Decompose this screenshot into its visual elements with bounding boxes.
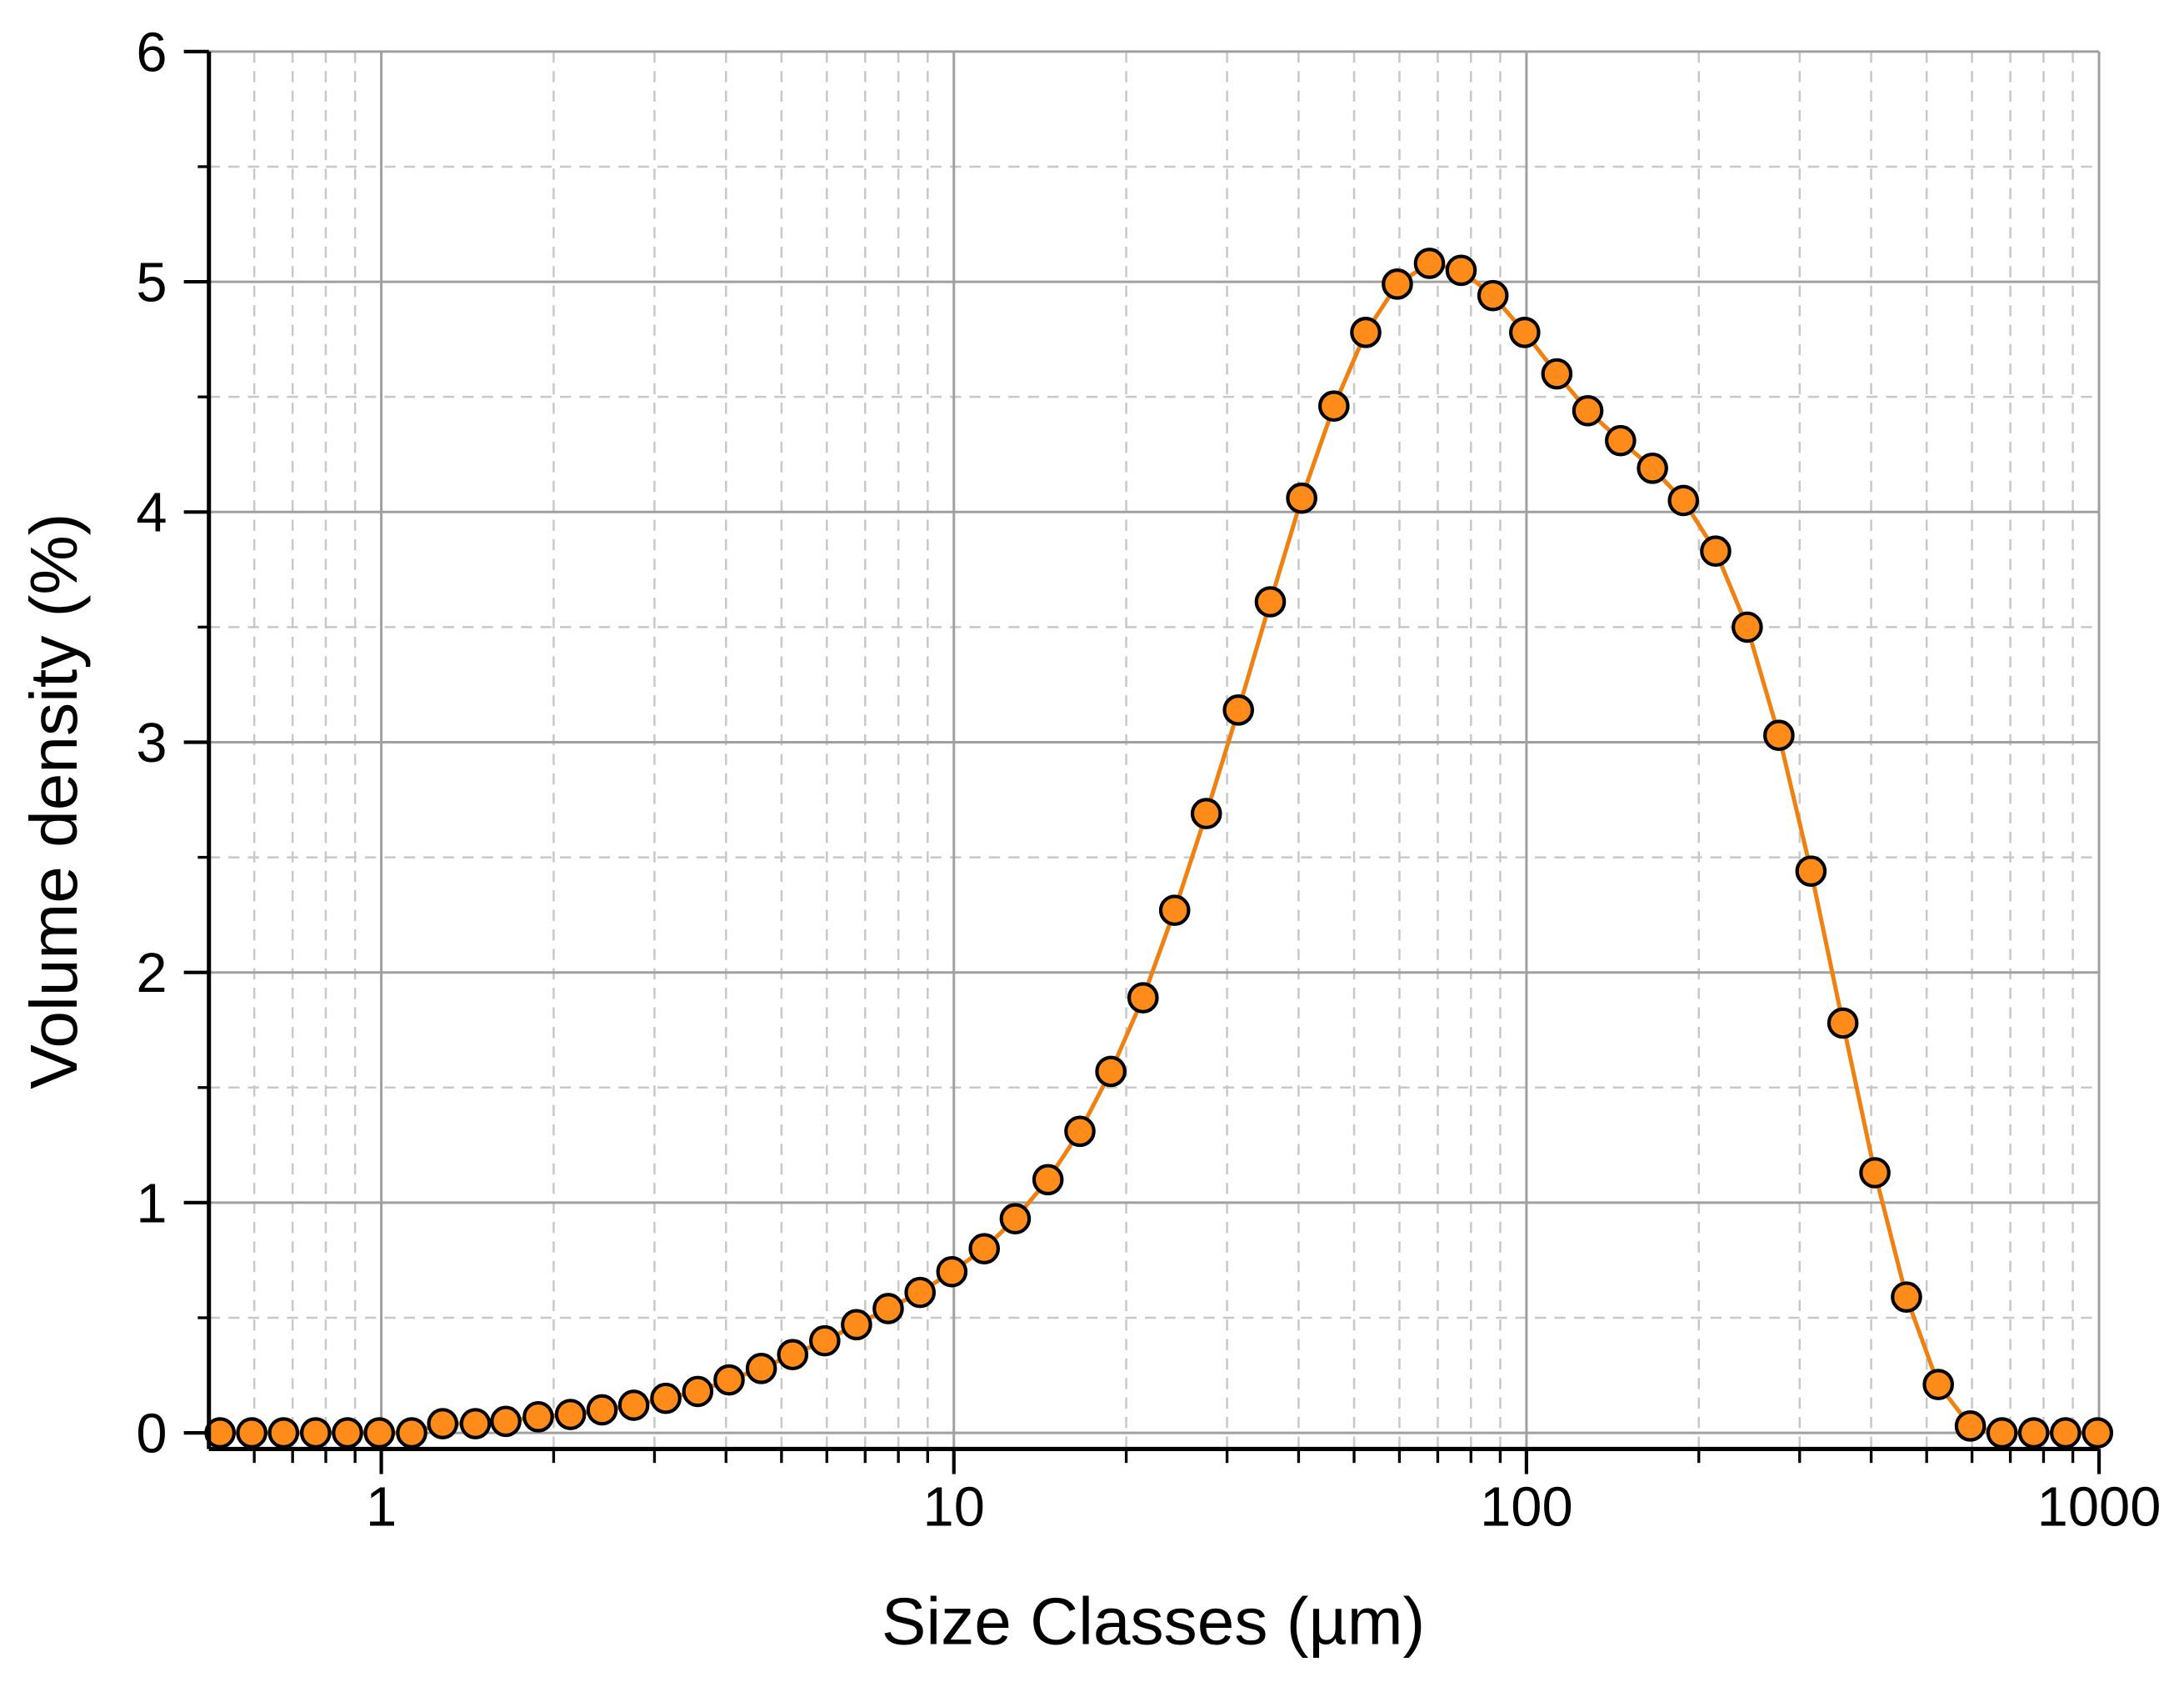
grid — [208, 50, 2101, 1449]
data-point — [936, 1255, 968, 1288]
data-point — [745, 1352, 777, 1384]
data-point — [1795, 855, 1827, 887]
data-point — [999, 1203, 1032, 1235]
data-point — [1413, 248, 1446, 279]
data-point — [1064, 1115, 1096, 1148]
data-point — [682, 1375, 714, 1408]
data-point — [1859, 1157, 1891, 1189]
data-point — [1572, 394, 1604, 427]
data-point — [1477, 279, 1509, 312]
data-point — [1286, 482, 1317, 514]
y-tick-label: 0 — [136, 1403, 167, 1465]
data-point — [1986, 1417, 2018, 1449]
data-point — [650, 1382, 682, 1414]
x-tick-label: 1 — [366, 1475, 397, 1538]
x-tick-label: 100 — [1480, 1475, 1573, 1538]
data-point — [1127, 982, 1159, 1014]
data-point — [617, 1389, 650, 1421]
y-tick-label: 2 — [136, 942, 167, 1004]
data-point — [1763, 719, 1795, 752]
data-point — [904, 1276, 937, 1309]
data-point — [1350, 317, 1382, 348]
data-point — [1382, 268, 1413, 300]
data-point — [1667, 484, 1700, 517]
series-line — [220, 261, 2098, 1435]
data-point — [1032, 1164, 1064, 1196]
data-point — [490, 1405, 522, 1438]
data-point — [1190, 798, 1222, 829]
data-point — [1700, 535, 1732, 568]
data-point — [1508, 317, 1541, 348]
data-point — [1637, 452, 1668, 484]
axes: 1 10 100 1000 0 1 2 3 4 5 6 — [136, 21, 2161, 1538]
data-point — [459, 1408, 492, 1439]
data-point — [841, 1309, 872, 1341]
y-tick-label: 1 — [136, 1172, 167, 1234]
data-point — [236, 1417, 267, 1449]
data-point — [1445, 254, 1477, 287]
y-tick-label: 4 — [136, 482, 167, 544]
data-point — [1254, 586, 1287, 618]
data-point — [396, 1417, 427, 1449]
data-point — [1732, 611, 1763, 643]
data-point — [2082, 1417, 2114, 1449]
data-point — [968, 1233, 1001, 1264]
y-tick-label: 5 — [136, 251, 167, 313]
x-axis-title: Size Classes (µm) — [882, 1584, 1425, 1659]
data-point — [267, 1417, 300, 1449]
y-tick-label: 3 — [136, 712, 167, 774]
data-point — [427, 1408, 459, 1439]
data-point — [1891, 1281, 1922, 1313]
y-axis-title: Volume density (%) — [17, 513, 92, 1089]
data-point — [713, 1364, 745, 1396]
data-point — [332, 1417, 363, 1449]
x-tick-label: 10 — [923, 1475, 985, 1538]
data-point — [554, 1399, 587, 1430]
data-point — [1541, 358, 1573, 390]
data-point — [1222, 694, 1255, 726]
plot-area — [204, 248, 2114, 1449]
data-point — [808, 1324, 841, 1357]
data-point — [586, 1394, 618, 1426]
data-point — [1605, 424, 1637, 457]
data-point — [777, 1339, 809, 1371]
data-point — [1095, 1055, 1127, 1088]
data-point — [2017, 1417, 2050, 1449]
y-tick-label: 6 — [136, 21, 167, 83]
data-point — [522, 1400, 554, 1433]
data-point — [1922, 1369, 1954, 1400]
x-tick-label: 1000 — [2037, 1475, 2162, 1538]
data-point — [363, 1417, 395, 1449]
data-point — [872, 1293, 904, 1324]
data-point — [1954, 1410, 1987, 1442]
data-point — [300, 1417, 332, 1449]
data-point — [2050, 1417, 2082, 1449]
data-point — [1158, 894, 1191, 926]
data-point — [1317, 390, 1350, 423]
data-point — [1827, 1007, 1859, 1039]
